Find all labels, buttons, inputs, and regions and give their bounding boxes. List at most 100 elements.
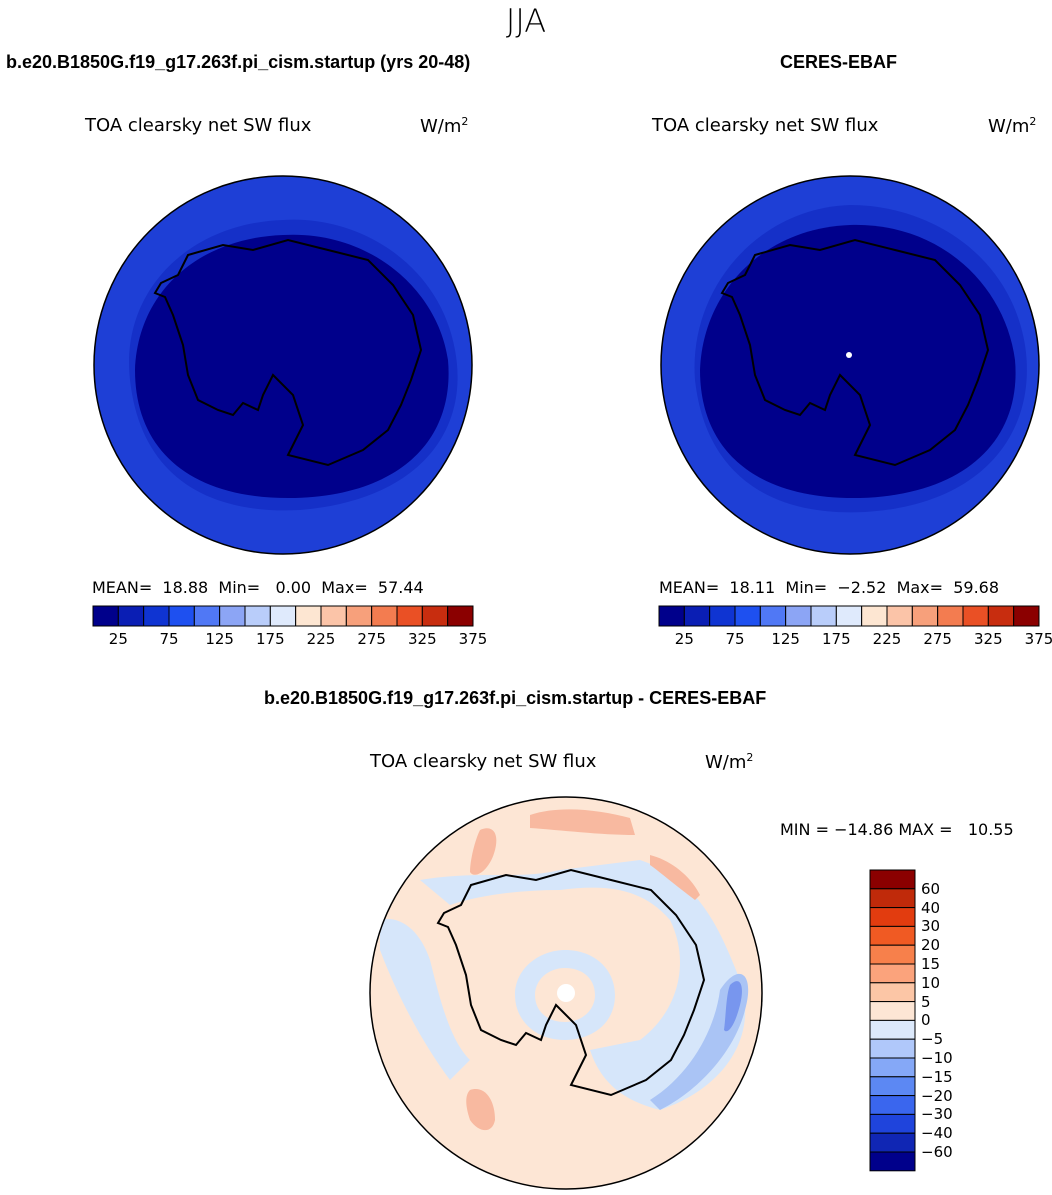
diff-colorbar-swatch-1 [869, 888, 916, 909]
diff-colorbar-tick-label: 10 [921, 973, 941, 992]
diff-colorbar-tick-label: −60 [921, 1143, 953, 1161]
diff-map [369, 796, 763, 1190]
obs-colorbar [658, 605, 1040, 627]
model-colorbar-swatch-5 [219, 605, 246, 627]
obs-colorbar-swatch-3 [734, 605, 761, 627]
obs-colorbar-swatch-12 [962, 605, 989, 627]
obs-colorbar-swatch-14 [1013, 605, 1040, 627]
model-colorbar-tick-label: 225 [306, 630, 336, 648]
diff-colorbar-tick-label: −40 [921, 1124, 953, 1143]
obs-colorbar-swatch-11 [937, 605, 964, 627]
model-colorbar [92, 605, 474, 627]
diff-colorbar-swatch-9 [869, 1038, 916, 1059]
model-colorbar-tick-label: 275 [357, 630, 386, 648]
diff-colorbar-tick-label: −20 [921, 1086, 953, 1105]
diff-colorbar-tick-label: −15 [921, 1067, 953, 1086]
model-colorbar-swatch-3 [168, 605, 195, 627]
interior-0-25 [700, 224, 1016, 499]
diff-colorbar-swatch-5 [869, 963, 916, 984]
model-panel-title: b.e20.B1850G.f19_g17.263f.pi_cism.startu… [6, 52, 471, 72]
obs-colorbar-tick-label: 175 [822, 630, 851, 648]
obs-colorbar-tick-label: 225 [872, 630, 902, 648]
obs-colorbar-tick-label: 325 [974, 630, 1003, 648]
model-colorbar-swatch-12 [396, 605, 423, 627]
model-colorbar-swatch-8 [295, 605, 322, 627]
pole-missing-point [846, 352, 852, 358]
model-colorbar-swatch-7 [269, 605, 297, 627]
diff-colorbar-swatch-15 [869, 1151, 916, 1172]
obs-stats: MEAN= 18.11 Min= −2.52 Max= 59.68 [659, 578, 1000, 597]
model-colorbar-swatch-10 [345, 605, 373, 627]
negative-10-15 [724, 981, 742, 1032]
diff-colorbar-swatch-12 [869, 1095, 916, 1115]
obs-colorbar-tick-label: 375 [1024, 630, 1052, 648]
diff-colorbar-swatch-7 [869, 1001, 916, 1021]
obs-colorbar-swatch-7 [835, 605, 863, 627]
model-colorbar-tick-label: 25 [108, 630, 128, 648]
diff-colorbar-swatch-10 [869, 1057, 916, 1078]
obs-colorbar-swatch-1 [683, 605, 711, 627]
positive-north [530, 809, 635, 835]
positive-northeast [650, 855, 700, 900]
model-colorbar-swatch-13 [421, 605, 449, 627]
diff-panel-title: b.e20.B1850G.f19_g17.263f.pi_cism.startu… [264, 688, 767, 708]
map-border [660, 175, 1040, 555]
model-colorbar-tick-label: 325 [408, 630, 437, 648]
model-colorbar-swatch-2 [143, 605, 170, 627]
obs-panel-title: CERES-EBAF [780, 52, 898, 72]
model-colorbar-tick-label: 375 [458, 630, 488, 648]
obs-colorbar-tick-label: 125 [771, 630, 800, 648]
negative-band-west [380, 919, 470, 1080]
obs-colorbar-swatch-5 [785, 605, 812, 627]
obs-colorbar-swatch-9 [886, 605, 913, 627]
obs-colorbar-swatch-0 [658, 605, 685, 627]
diff-colorbar-swatch-0 [869, 869, 916, 890]
diff-colorbar [869, 869, 916, 1172]
model-colorbar-tick-label: 75 [159, 630, 179, 648]
interior-0-25 [135, 234, 449, 499]
obs-colorbar-swatch-10 [911, 605, 939, 627]
diff-colorbar-swatch-2 [869, 907, 916, 927]
model-colorbar-swatch-0 [92, 605, 119, 627]
model-colorbar-tick-label: 125 [205, 630, 234, 648]
diff-colorbar-swatch-4 [869, 944, 916, 965]
obs-colorbar-tick-label: 25 [674, 630, 694, 648]
model-colorbar-swatch-4 [193, 605, 221, 627]
diff-colorbar-swatch-3 [869, 925, 916, 946]
diff-colorbar-tick-label: −30 [921, 1105, 953, 1124]
season-title: JJA [505, 2, 547, 40]
diff-colorbar-tick-label: 20 [921, 936, 941, 955]
obs-colorbar-swatch-6 [810, 605, 837, 627]
model-colorbar-swatch-1 [117, 605, 145, 627]
positive-northwest [470, 828, 497, 875]
diff-colorbar-tick-label: −5 [921, 1030, 944, 1049]
map-border [93, 175, 473, 555]
diff-colorbar-swatch-14 [869, 1132, 916, 1153]
diff-colorbar-swatch-13 [869, 1113, 916, 1134]
obs-map [660, 175, 1040, 555]
diff-units-label: W/m2 [705, 751, 754, 773]
model-colorbar-swatch-6 [244, 605, 271, 627]
diff-colorbar-tick-label: −10 [921, 1049, 953, 1067]
model-colorbar-tick-label: 175 [256, 630, 285, 648]
model-variable-label: TOA clearsky net SW flux [85, 115, 312, 136]
obs-colorbar-swatch-4 [759, 605, 787, 627]
model-colorbar-swatch-9 [320, 605, 347, 627]
positive-southwest [466, 1089, 495, 1131]
diff-colorbar-tick-label: 60 [921, 879, 941, 898]
diff-colorbar-tick-label: 30 [921, 917, 941, 936]
negative-band [420, 860, 746, 1110]
obs-colorbar-tick-label: 75 [725, 630, 745, 648]
obs-colorbar-tick-label: 275 [923, 630, 952, 648]
model-stats: MEAN= 18.88 Min= 0.00 Max= 57.44 [92, 578, 424, 597]
diff-colorbar-tick-label: 0 [921, 1011, 931, 1030]
model-colorbar-swatch-14 [447, 605, 474, 627]
diff-colorbar-tick-label: 15 [921, 955, 941, 973]
diff-colorbar-swatch-11 [869, 1076, 916, 1097]
diff-colorbar-tick-label: 5 [921, 992, 931, 1011]
obs-variable-label: TOA clearsky net SW flux [652, 115, 879, 136]
obs-colorbar-swatch-2 [709, 605, 736, 627]
model-colorbar-swatch-11 [371, 605, 398, 627]
diff-colorbar-tick-label: 40 [921, 898, 941, 917]
